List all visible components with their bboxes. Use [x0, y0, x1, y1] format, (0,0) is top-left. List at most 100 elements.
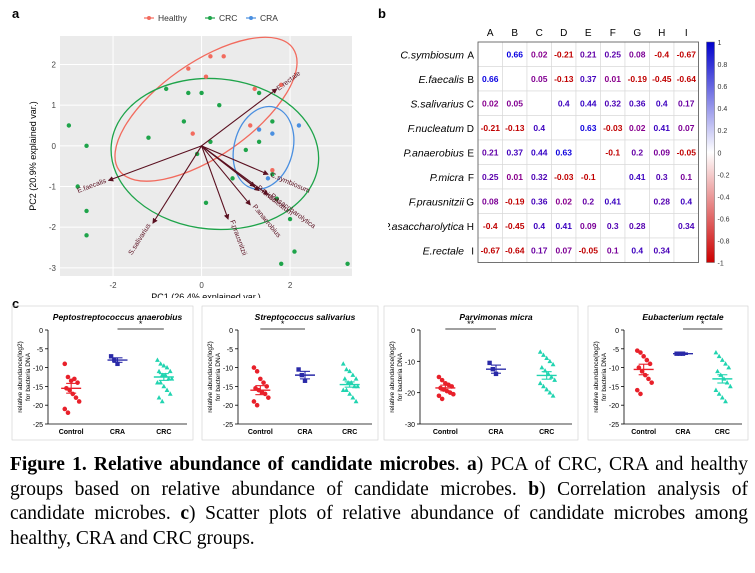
heatmap-row-letter: I [471, 246, 474, 257]
colorbar-tick: -0.8 [718, 238, 730, 245]
data-point [727, 383, 733, 389]
data-point [537, 380, 543, 386]
data-point [76, 399, 82, 404]
heatmap-column-label: I [685, 28, 688, 39]
data-point [636, 365, 642, 370]
data-point [65, 410, 71, 416]
heatmap-value: 0.44 [531, 147, 548, 157]
heatmap-cell [649, 164, 675, 190]
heatmap-cell [526, 188, 552, 214]
colorbar-tick: -1 [718, 261, 724, 268]
group-ellipse [114, 36, 298, 182]
colorbar-tick: 1 [718, 40, 722, 47]
heatmap-cell [600, 41, 626, 67]
heatmap-value: -0.45 [652, 74, 672, 84]
data-point [84, 208, 89, 214]
data-point [158, 361, 164, 366]
heatmap-cell [624, 41, 650, 67]
pca-biplot: -2 0 2 -3 -2 -1 0 1 2 PC1 (26.4% explained var.) P… [28, 13, 352, 298]
y-tick-label: -10 [33, 366, 43, 373]
data-point [72, 376, 77, 382]
heatmap-cell [649, 139, 675, 165]
heatmap-value: -0.4 [483, 221, 498, 231]
data-point [190, 131, 195, 136]
y-axis-label: relative abundance(log2)for bacteria DNA [207, 341, 222, 413]
heatmap-value: 0.37 [580, 74, 597, 84]
colorbar-tick: 0.4 [718, 106, 728, 113]
data-point [719, 357, 725, 362]
heatmap-value: 0.21 [580, 49, 597, 59]
heatmap-value: 0.1 [607, 245, 619, 255]
data-point [353, 376, 359, 381]
data-point [270, 172, 275, 177]
heatmap-cell [526, 41, 552, 67]
data-point [547, 390, 553, 395]
data-point [251, 365, 257, 370]
data-point [544, 355, 550, 360]
data-point [164, 365, 170, 370]
heatmap-cell [477, 41, 503, 67]
heatmap-column-label: A [487, 28, 494, 39]
data-point [713, 349, 719, 355]
heatmap-value: -0.45 [505, 221, 525, 231]
heatmap-row-letter: E [467, 148, 474, 159]
y-tick-label: -20 [223, 403, 233, 410]
heatmap-value: 0.2 [631, 147, 643, 157]
heatmap-value: 0.3 [607, 221, 619, 231]
data-point [108, 354, 114, 359]
scatter-panel-frame [383, 305, 579, 441]
panel-label-a: a [12, 6, 20, 21]
heatmap-row-letter: G [466, 197, 474, 208]
heatmap-cell [551, 213, 577, 239]
abundance-scatter-plots: Peptostreptococcus anaerobius 0 -5 -10 -15 -2… [11, 305, 749, 441]
data-point [723, 361, 728, 366]
heatmap-cell [673, 66, 699, 92]
heatmap-value: 0.4 [558, 98, 570, 108]
data-point [252, 86, 257, 92]
data-point [719, 395, 725, 400]
data-point [715, 368, 720, 374]
y-tick-label: -20 [405, 391, 415, 398]
data-point [270, 168, 275, 173]
data-point [723, 398, 728, 404]
data-point [493, 371, 499, 377]
caption-letter-b: b [528, 478, 540, 500]
scatter-title: Streptococcus salivarius [255, 312, 356, 322]
heatmap-row-name: F.nucleatum [408, 123, 465, 135]
data-point [256, 90, 262, 96]
y-tick-label: -15 [33, 384, 43, 391]
heatmap-cell [575, 41, 601, 67]
data-point [186, 90, 191, 96]
data-point [549, 374, 554, 379]
x-tick-label: 2 [288, 281, 293, 290]
significance-marker: * [281, 319, 285, 329]
data-point [156, 368, 162, 374]
data-point [340, 361, 346, 366]
x-tick-label: Control [433, 429, 458, 436]
data-point [262, 391, 268, 397]
heatmap-cell [477, 188, 503, 214]
y-tick-label: -3 [49, 264, 57, 273]
heatmap-cell [551, 66, 577, 92]
heatmap-value: 0.32 [604, 98, 621, 108]
data-point [256, 127, 262, 132]
data-point [167, 368, 173, 374]
y-tick-label: -2 [49, 223, 57, 232]
x-tick-label: CRA [297, 429, 312, 436]
heatmap-cell [502, 90, 528, 116]
colorbar-tick: 0.6 [718, 84, 728, 91]
y-tick-label: 0 [229, 328, 233, 335]
data-point [552, 377, 558, 382]
heatmap-row-letter: C [467, 99, 474, 110]
data-point [181, 119, 187, 124]
data-point [251, 399, 257, 404]
data-point [638, 391, 643, 397]
heatmap-cell [649, 213, 675, 239]
data-point [537, 349, 543, 354]
data-point [115, 361, 120, 367]
heatmap-cell [673, 237, 699, 263]
caption-title: Figure 1. Relative abundance of candidat… [10, 454, 455, 475]
group-ellipse [232, 105, 295, 190]
data-point [256, 139, 262, 144]
data-point [439, 377, 445, 383]
